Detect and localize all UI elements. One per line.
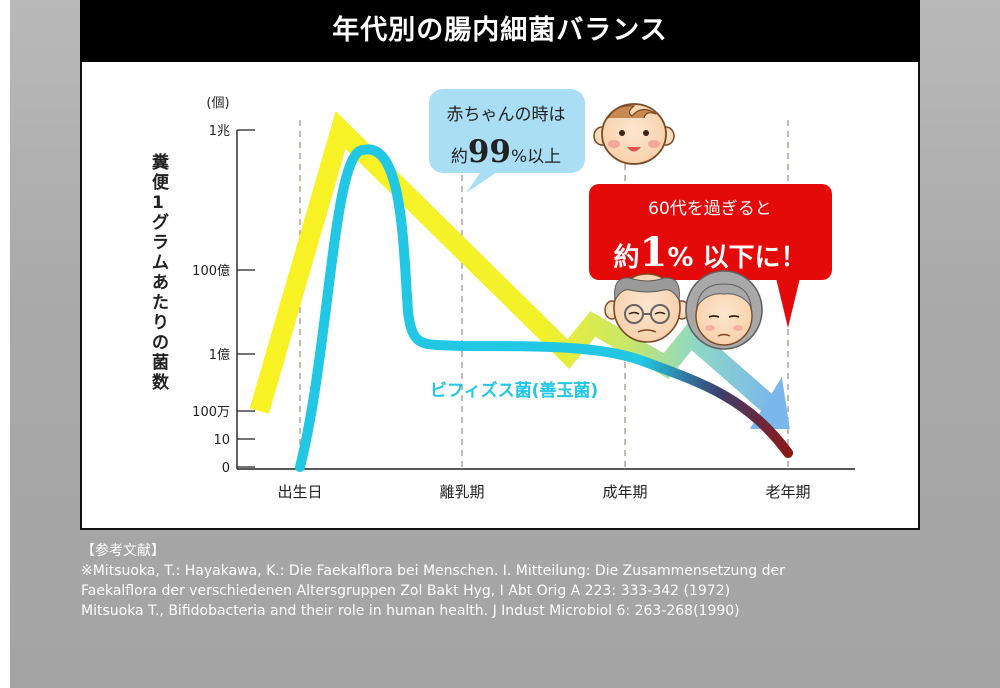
elderly-man-face-icon bbox=[604, 273, 690, 343]
y-axis-label-char: の bbox=[152, 333, 169, 353]
y-tick-label: 1兆 bbox=[209, 124, 230, 139]
baby-callout-line1: 赤ちゃんの時は bbox=[447, 105, 566, 125]
series-line-yellow bbox=[249, 111, 779, 415]
senior-callout-value: 1 bbox=[640, 229, 668, 276]
y-tick-layer: 1兆 100億 1億 100万 10 0 bbox=[192, 124, 255, 476]
reference-line: Mitsuoka T., Bifidobacteria and their ro… bbox=[81, 603, 740, 619]
baby-callout-suffix: %以上 bbox=[511, 147, 561, 167]
reference-line: Faekalflora der verschiedenen Altersgrup… bbox=[81, 583, 731, 599]
y-axis-label-char: 数 bbox=[152, 372, 170, 393]
references-heading: 【参考文献】 bbox=[81, 543, 165, 559]
senior-callout-tail bbox=[776, 278, 800, 328]
senior-callout-suffix: % 以下に！ bbox=[667, 243, 806, 273]
y-axis-label-char: 糞 bbox=[151, 152, 170, 173]
x-tick-label: 出生日 bbox=[277, 483, 322, 501]
x-tick-label: 老年期 bbox=[765, 483, 810, 501]
y-axis-label: 糞便 1 グラムあたりの菌数 bbox=[151, 152, 170, 393]
baby-face-icon bbox=[593, 103, 675, 165]
x-tick-label: 離乳期 bbox=[439, 483, 484, 501]
y-axis-label-char: 便 bbox=[152, 172, 170, 193]
baby-callout-tail bbox=[466, 170, 500, 193]
baby-callout-bubble bbox=[429, 89, 585, 173]
senior-callout-prefix: 約 bbox=[614, 242, 640, 273]
senior-callout-bubble bbox=[589, 184, 832, 280]
y-tick-label: 100億 bbox=[192, 263, 230, 279]
references-section: 【参考文献】 ※Mitsuoka, T.: Hayakawa, K.: Die … bbox=[81, 541, 961, 621]
y-tick-label: 0 bbox=[222, 461, 230, 476]
baby-callout-line2: 約99%以上 bbox=[451, 134, 561, 170]
reference-line: ※Mitsuoka, T.: Hayakawa, K.: Die Faekalf… bbox=[81, 563, 785, 579]
y-axis-label-char: 菌 bbox=[152, 353, 169, 373]
senior-callout-line2: 約1% 以下に！ bbox=[614, 229, 807, 276]
x-tick-layer: 出生日 離乳期 成年期 老年期 bbox=[277, 483, 810, 501]
grid-layer bbox=[299, 120, 789, 469]
y-tick-label: 10 bbox=[213, 433, 230, 448]
y-axis-label-char: あ bbox=[152, 273, 169, 293]
y-axis-label-char: り bbox=[152, 313, 169, 333]
chart-title: 年代別の腸内細菌バランス bbox=[80, 0, 920, 62]
elderly-woman-face-icon bbox=[685, 270, 763, 350]
series-line-bifidobacteria bbox=[295, 144, 794, 472]
baby-callout-value: 99 bbox=[468, 134, 511, 170]
y-tick-label: 100万 bbox=[192, 405, 230, 420]
series-label-bifidobacteria: ビフィズス菌(善玉菌) bbox=[430, 380, 598, 401]
series-layer bbox=[249, 111, 794, 472]
baby-callout-prefix: 約 bbox=[451, 147, 468, 167]
y-axis-label-char: た bbox=[152, 293, 169, 313]
y-unit-label: (個) bbox=[206, 96, 229, 111]
y-axis-label-char: 1 bbox=[152, 193, 164, 213]
y-tick-label: 1億 bbox=[209, 347, 230, 363]
y-axis-label-char: ラ bbox=[152, 233, 169, 253]
y-axis-label-char: グ bbox=[152, 212, 169, 233]
x-tick-label: 成年期 bbox=[602, 483, 647, 501]
senior-callout-line1: 60代を過ぎると bbox=[648, 199, 772, 219]
y-axis-label-char: ム bbox=[152, 253, 169, 273]
baby-callout: 赤ちゃんの時は 約99%以上 bbox=[429, 89, 585, 193]
senior-callout: 60代を過ぎると 約1% 以下に！ bbox=[589, 184, 832, 328]
